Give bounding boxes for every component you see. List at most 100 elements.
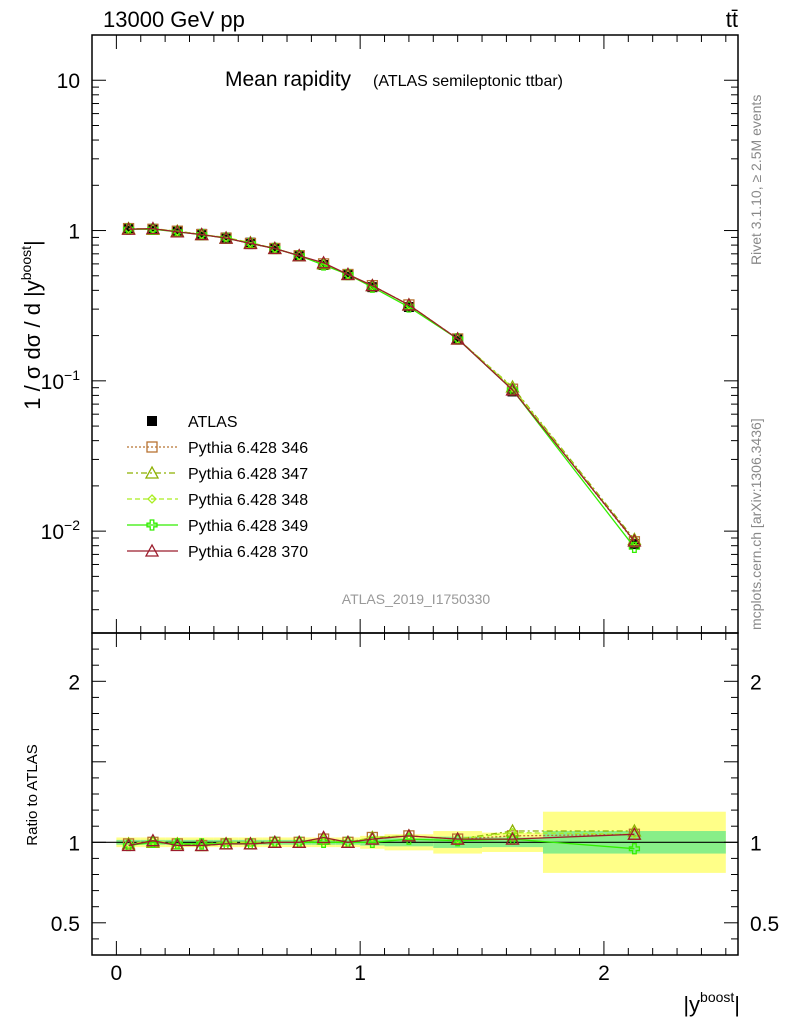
ratio-point-p370-6 bbox=[267, 834, 282, 848]
main-ytick-label-0: 10 bbox=[57, 70, 80, 93]
ylabel-tail: | bbox=[20, 240, 45, 246]
main-ytick-base-0: 10 bbox=[57, 70, 80, 93]
main-ytick-label-2: 10−1 bbox=[41, 367, 81, 394]
point-p348-13 bbox=[507, 382, 518, 393]
ratio-point-p370-4 bbox=[218, 836, 234, 850]
point-p370-14 bbox=[627, 533, 642, 547]
point-p370-8 bbox=[316, 255, 331, 269]
ratio-ylabel: Ratio to ATLAS bbox=[24, 744, 41, 845]
legend-marker-data bbox=[147, 416, 157, 426]
mcplots-label: mcplots.cern.ch [arXiv:1306.3436] bbox=[748, 418, 764, 630]
ratio-line-p370 bbox=[128, 833, 635, 847]
main-ytick-exp-2: −1 bbox=[64, 367, 80, 383]
ratio-point-p348-10 bbox=[367, 832, 378, 843]
legend-marker-p349 bbox=[146, 519, 158, 531]
ratio-point-p370-5 bbox=[243, 836, 258, 850]
point-p370-10 bbox=[365, 278, 380, 292]
ratio-point-p370-3 bbox=[194, 838, 209, 852]
ratio-point-p370-0 bbox=[121, 838, 136, 852]
point-p370-1 bbox=[145, 221, 161, 235]
legend-label-p348: Pythia 6.428 348 bbox=[188, 492, 308, 509]
main-series bbox=[121, 221, 642, 553]
point-p349-10 bbox=[366, 281, 378, 293]
xtick-label-0: 0 bbox=[111, 962, 123, 985]
main-ytick-base-1: 1 bbox=[68, 221, 80, 244]
ratio-ticks: 2 2 1 1 0.5 0.5 0 1 2 bbox=[51, 632, 779, 985]
point-p370-2 bbox=[170, 224, 185, 238]
legend-label-p349: Pythia 6.428 349 bbox=[188, 518, 308, 535]
series-line-p370 bbox=[128, 227, 635, 542]
main-ylabel: 1 / σ dσ / d |yboost| bbox=[18, 240, 45, 409]
point-p370-11 bbox=[401, 297, 417, 311]
ratio-point-p370-11 bbox=[401, 828, 417, 842]
ratio-point-p348-0 bbox=[123, 838, 134, 849]
point-data-3 bbox=[196, 228, 207, 239]
xlabel-tail: | bbox=[734, 992, 740, 1017]
ratio-point-p349-10 bbox=[366, 836, 378, 848]
main-ytick-base-3: 10 bbox=[41, 521, 64, 544]
point-p370-7 bbox=[292, 248, 307, 262]
point-p370-4 bbox=[218, 230, 234, 244]
chart-title: Mean rapidity bbox=[225, 68, 352, 91]
point-data-0 bbox=[123, 222, 134, 233]
ratio-ytick-label-left-1: 1 bbox=[68, 832, 80, 855]
process-label: tt̄ bbox=[726, 7, 738, 32]
legend-marker-p348 bbox=[147, 494, 157, 504]
main-ytick-base-2: 10 bbox=[41, 371, 64, 394]
xlabel-sup: boost bbox=[700, 989, 734, 1005]
ratio-ytick-label-right-1: 1 bbox=[750, 832, 762, 855]
ratio-point-p348-4 bbox=[221, 837, 231, 848]
svg-text:1 / σ dσ / d |yboost|: 1 / σ dσ / d |yboost| bbox=[18, 240, 45, 409]
xlabel-main: |y bbox=[683, 992, 700, 1017]
analysis-watermark: ATLAS_2019_I1750330 bbox=[342, 591, 491, 607]
legend-label-p347: Pythia 6.428 347 bbox=[188, 466, 308, 483]
legend-label-p346: Pythia 6.428 346 bbox=[188, 440, 308, 457]
xtick-label-2: 2 bbox=[598, 962, 610, 985]
series-p370 bbox=[121, 221, 642, 547]
ratio-series-p370 bbox=[121, 826, 642, 852]
ratio-point-p370-7 bbox=[292, 834, 307, 848]
ratio-frame bbox=[91, 632, 739, 956]
ratio-point-p349-11 bbox=[403, 833, 415, 845]
point-p370-13 bbox=[505, 382, 520, 396]
ratio-point-p370-12 bbox=[450, 831, 465, 845]
point-p370-12 bbox=[450, 331, 465, 345]
main-ytick-label-1: 1 bbox=[68, 221, 80, 244]
legend-marker-p370 bbox=[144, 543, 160, 557]
ratio-point-p370-9 bbox=[340, 834, 356, 848]
ratio-point-p370-13 bbox=[505, 831, 520, 845]
chart-subtitle: (ATLAS semileptonic ttbar) bbox=[373, 73, 563, 90]
ratio-panel: 2 2 1 1 0.5 0.5 0 1 2 Ratio to ATLAS |yboost| bbox=[24, 632, 779, 1017]
ratio-point-p347-14 bbox=[627, 823, 642, 837]
legend-marker-p346 bbox=[146, 441, 158, 453]
xlabel: |yboost| bbox=[683, 989, 740, 1017]
ratio-point-p370-10 bbox=[365, 831, 380, 845]
point-p370-9 bbox=[340, 267, 356, 281]
legend-label-data: ATLAS bbox=[188, 414, 238, 431]
ratio-point-p370-1 bbox=[145, 833, 161, 847]
ratio-point-p370-14 bbox=[627, 826, 642, 840]
point-p370-6 bbox=[267, 241, 282, 255]
legend-label-p370: Pythia 6.428 370 bbox=[188, 544, 308, 561]
ratio-ytick-label-right-2: 0.5 bbox=[750, 913, 779, 936]
ratio-series bbox=[121, 823, 642, 855]
ratio-point-p348-5 bbox=[245, 837, 256, 848]
legend-marker-p347 bbox=[144, 465, 160, 479]
ratio-ytick-label-left-0: 2 bbox=[68, 671, 80, 694]
xtick-label-1: 1 bbox=[354, 962, 366, 985]
ratio-point-p349-14 bbox=[628, 843, 641, 855]
legend: ATLAS Pythia 6.428 346 Pythia 6.428 347 Pyt… bbox=[127, 414, 308, 561]
ratio-ytick-label-left-2: 0.5 bbox=[51, 913, 80, 936]
ratio-point-p348-13 bbox=[507, 827, 518, 838]
point-p349-11 bbox=[403, 301, 415, 313]
point-p370-3 bbox=[194, 227, 209, 241]
ylabel-main: 1 / σ dσ / d |y bbox=[20, 280, 45, 409]
ratio-point-p370-8 bbox=[316, 830, 331, 844]
ratio-point-p370-2 bbox=[170, 838, 185, 852]
ratio-ytick-label-right-0: 2 bbox=[750, 671, 762, 694]
point-p370-5 bbox=[243, 236, 258, 250]
main-ytick-exp-3: −2 bbox=[64, 517, 80, 533]
